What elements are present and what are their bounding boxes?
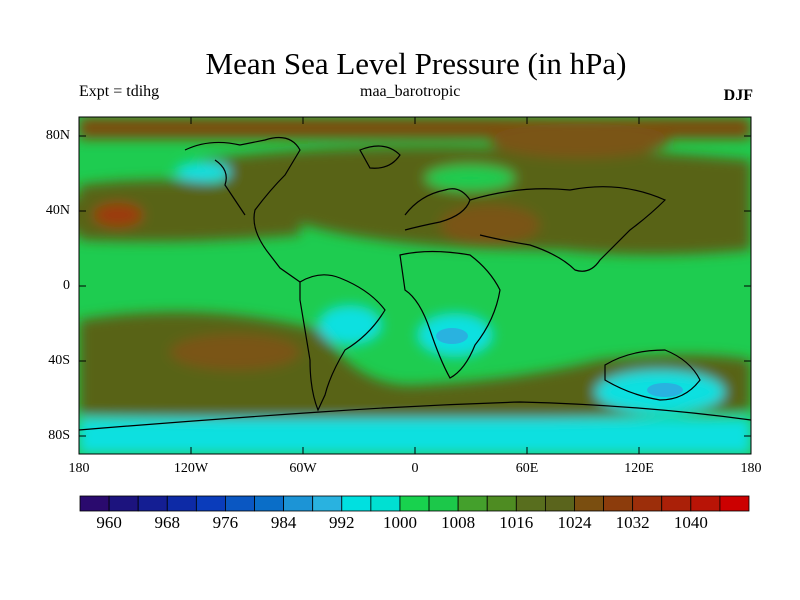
field-eurasia-high: [200, 146, 751, 255]
colorbar-swatch: [254, 495, 285, 512]
colorbar-label: 1032: [615, 513, 650, 532]
colorbar-swatch: [719, 495, 750, 512]
field-australia-core: [647, 383, 683, 397]
lon-label: 60W: [289, 461, 317, 476]
colorbar-swatch: [312, 495, 343, 512]
lat-ticks: [79, 135, 751, 437]
colorbar-label: 1016: [499, 513, 534, 532]
colorbar-label: 992: [329, 513, 355, 532]
colorbar-swatch: [341, 495, 372, 512]
field-pacific-high-core: [93, 203, 143, 227]
lat-label: 0: [63, 278, 70, 293]
run-label: maa_barotropic: [360, 83, 461, 100]
colorbar-swatch: [661, 495, 692, 512]
colorbar-swatch: [108, 495, 139, 512]
colorbar-swatch: [225, 495, 255, 512]
field-greenland-low: [425, 165, 515, 191]
colorbar: [79, 495, 750, 512]
colorbar-swatch: [515, 495, 546, 512]
colorbar-swatch: [370, 495, 401, 512]
colorbar-swatch: [195, 495, 226, 512]
colorbar-label: 960: [96, 513, 122, 532]
colorbar-swatch: [690, 495, 721, 512]
coastlines: [79, 137, 751, 431]
colorbar-swatch: [603, 495, 634, 512]
lon-label: 120W: [173, 461, 209, 476]
colorbar-swatch: [544, 495, 575, 512]
colorbar-label: 984: [270, 513, 297, 532]
lon-label: 180: [68, 461, 90, 476]
field-samerica-low: [318, 305, 382, 345]
colorbar-swatch: [457, 495, 488, 512]
colorbar-label: 976: [212, 513, 239, 532]
lat-label: 80S: [48, 428, 70, 443]
colorbar-swatch: [632, 495, 663, 512]
colorbar-label: 1024: [557, 513, 592, 532]
lat-label: 40N: [45, 203, 70, 218]
colorbar-swatch: [166, 495, 197, 512]
lon-label: 120E: [624, 461, 654, 476]
colorbar-label: 1000: [382, 513, 417, 532]
colorbar-swatch: [137, 495, 168, 512]
colorbar-label: 1008: [441, 513, 476, 532]
field-arctic-high: [490, 122, 670, 158]
colorbar-swatch: [428, 495, 459, 512]
field-aleutian-low: [175, 162, 231, 182]
colorbar-swatch: [283, 495, 314, 512]
lon-label: 60E: [515, 461, 539, 476]
lon-label: 180: [740, 461, 762, 476]
field-siberia-high: [440, 205, 540, 245]
lat-label: 80N: [45, 128, 70, 143]
lon-label: 0: [411, 461, 419, 476]
colorbar-swatch: [79, 495, 110, 512]
season-label: DJF: [723, 87, 753, 104]
colorbar-swatch: [574, 495, 604, 512]
colorbar-label: 968: [154, 513, 181, 532]
field-south-pacific-high: [170, 334, 300, 370]
experiment-label: Expt = tdihg: [79, 83, 160, 100]
lon-ticks: [190, 117, 640, 454]
lat-label: 40S: [48, 353, 70, 368]
map-title: Mean Sea Level Pressure (in hPa): [205, 46, 627, 81]
field-africa-core: [436, 328, 468, 344]
colorbar-swatch: [399, 495, 430, 512]
colorbar-label: 1040: [673, 513, 708, 532]
colorbar-swatch: [486, 495, 517, 512]
